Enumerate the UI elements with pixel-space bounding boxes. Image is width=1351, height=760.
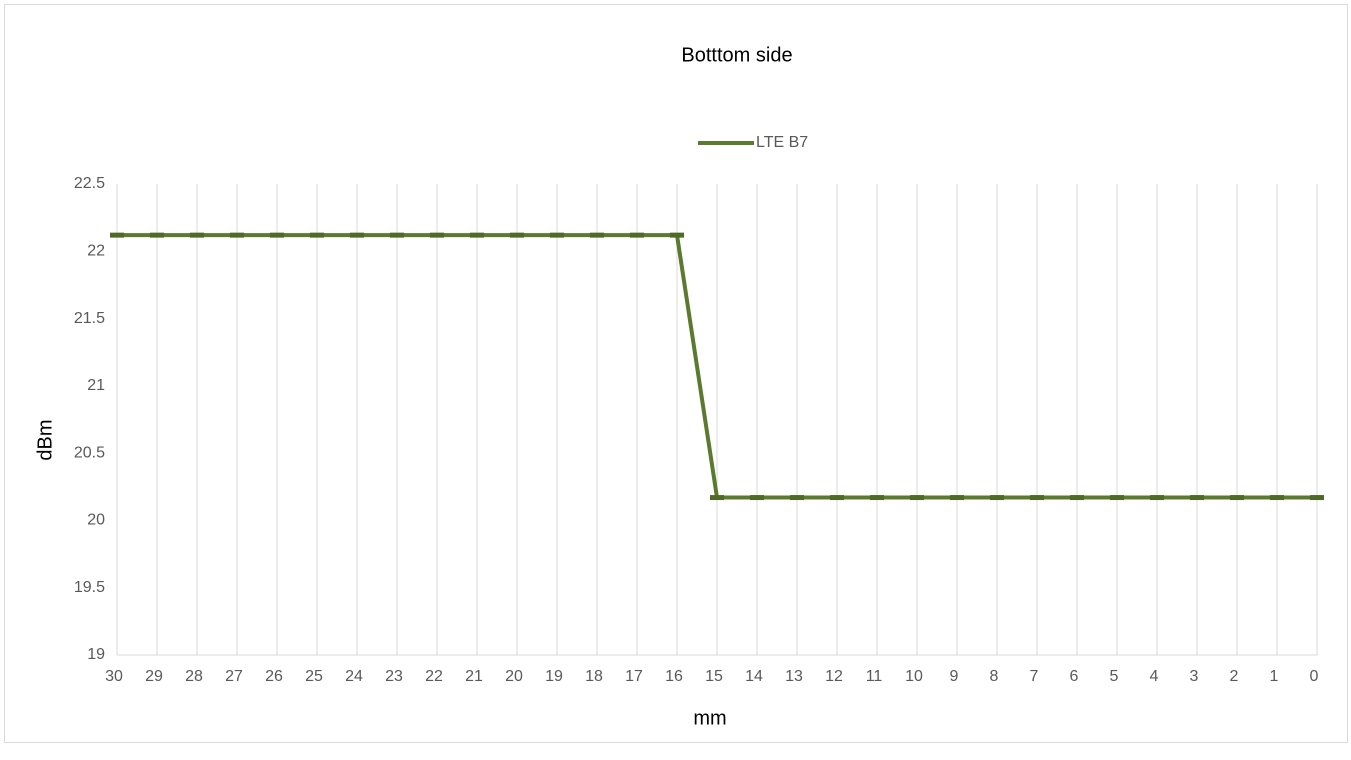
x-tick-label: 23 (385, 668, 403, 685)
y-tick-label: 19.5 (74, 579, 105, 596)
x-tick-label: 9 (950, 668, 959, 685)
x-tick-label: 19 (545, 668, 563, 685)
y-tick-label: 21.5 (74, 310, 105, 327)
y-tick-label: 22 (87, 243, 105, 260)
x-tick-label: 7 (1030, 668, 1039, 685)
x-tick-label: 16 (665, 668, 683, 685)
y-tick-label: 19 (87, 646, 105, 663)
y-tick-label: 20.5 (74, 444, 105, 461)
x-tick-label: 22 (425, 668, 443, 685)
y-tick-label: 20 (87, 512, 105, 529)
y-tick-label: 22.5 (74, 175, 105, 192)
chart-frame (4, 4, 1348, 743)
x-tick-label: 27 (225, 668, 243, 685)
y-tick-label: 21 (87, 377, 105, 394)
y-axis-title: dBm (34, 419, 56, 460)
x-tick-label: 21 (465, 668, 483, 685)
x-tick-label: 8 (990, 668, 999, 685)
x-tick-label: 29 (145, 668, 163, 685)
x-axis-title: mm (693, 707, 726, 729)
x-tick-label: 11 (866, 668, 883, 685)
x-tick-label: 1 (1270, 668, 1279, 685)
x-tick-label: 5 (1110, 668, 1119, 685)
x-tick-label: 24 (345, 668, 363, 685)
legend-label: LTE B7 (756, 134, 808, 151)
x-tick-label: 30 (105, 668, 123, 685)
x-tick-label: 6 (1070, 668, 1079, 685)
x-tick-label: 17 (625, 668, 643, 685)
x-tick-label: 20 (505, 668, 523, 685)
x-tick-label: 0 (1310, 668, 1319, 685)
x-tick-label: 28 (185, 668, 203, 685)
x-tick-label: 10 (905, 668, 923, 685)
x-tick-label: 12 (825, 668, 843, 685)
x-tick-label: 14 (745, 668, 763, 685)
x-tick-label: 18 (585, 668, 603, 685)
x-tick-label: 3 (1190, 668, 1199, 685)
x-tick-label: 2 (1230, 668, 1239, 685)
x-tick-label: 13 (785, 668, 803, 685)
x-tick-label: 15 (705, 668, 723, 685)
chart-title: Botttom side (681, 44, 792, 66)
x-tick-label: 4 (1150, 668, 1159, 685)
x-tick-label: 25 (305, 668, 323, 685)
x-tick-label: 26 (265, 668, 283, 685)
